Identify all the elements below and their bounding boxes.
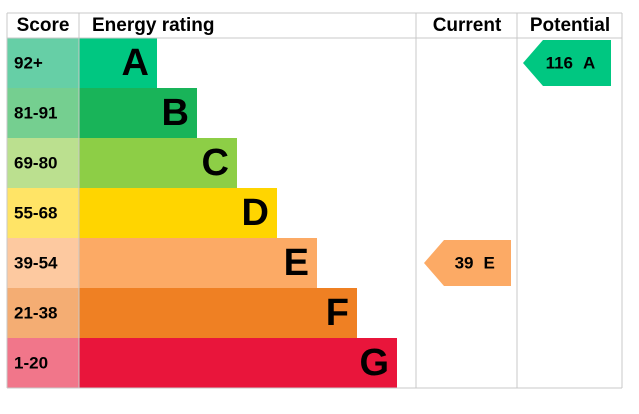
score-label: 81-91	[14, 103, 57, 122]
rating-bar	[79, 188, 277, 238]
potential-arrow	[523, 40, 611, 86]
potential-arrow-value: 116	[546, 53, 573, 72]
current-arrow-value: 39	[455, 253, 474, 272]
rating-header: Energy rating	[92, 15, 214, 36]
rating-bar	[79, 88, 197, 138]
rating-letter: F	[326, 292, 349, 334]
score-header: Score	[17, 15, 70, 36]
rating-bar	[79, 238, 317, 288]
current-arrow	[424, 240, 511, 286]
score-label: 55-68	[14, 203, 57, 222]
rating-letter: D	[242, 192, 269, 234]
score-cell	[7, 288, 79, 338]
score-label: 69-80	[14, 153, 57, 172]
potential-header: Potential	[530, 15, 610, 36]
current-header: Current	[433, 15, 502, 36]
rating-bar	[79, 38, 157, 88]
rating-letter: E	[284, 242, 309, 284]
rating-letter: B	[162, 92, 189, 134]
rating-letter: C	[202, 142, 229, 184]
score-cell	[7, 188, 79, 238]
rating-letter: A	[122, 42, 149, 84]
score-cell	[7, 88, 79, 138]
score-cell	[7, 238, 79, 288]
score-cell	[7, 138, 79, 188]
score-label: 1-20	[14, 353, 48, 372]
score-label: 39-54	[14, 253, 58, 272]
rating-bar	[79, 138, 237, 188]
rating-letter: G	[359, 342, 389, 384]
score-cell	[7, 38, 79, 88]
score-label: 21-38	[14, 303, 57, 322]
rating-bar	[79, 288, 357, 338]
potential-arrow-letter: A	[583, 53, 595, 72]
score-label: 92+	[14, 53, 43, 72]
rating-bar	[79, 338, 397, 388]
score-cell	[7, 338, 79, 388]
current-arrow-letter: E	[484, 253, 495, 272]
